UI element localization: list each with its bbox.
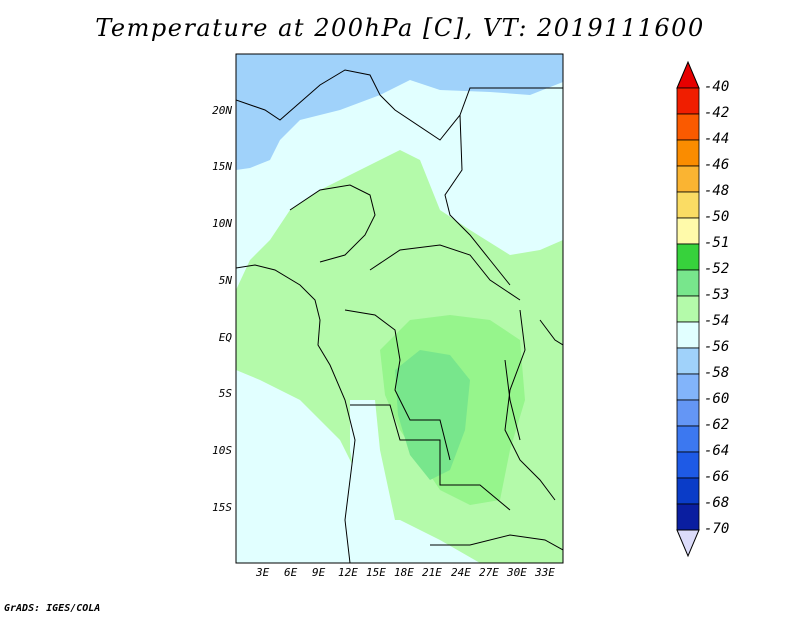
colorbar-label: -64: [704, 443, 730, 459]
colorbar-segment: [676, 191, 700, 219]
colorbar-segment: [676, 295, 700, 323]
colorbar-label: -60: [704, 391, 730, 407]
colorbar-label: -54: [704, 313, 730, 329]
border-drc-east: [504, 309, 556, 501]
lon-tick-label: 9E: [312, 566, 326, 579]
warmer-region-core: [395, 350, 470, 480]
border-lake-tanganyika: [504, 359, 521, 441]
border-angola: [350, 404, 511, 511]
colorbar-label: -48: [704, 183, 730, 199]
colorbar-segment: [676, 425, 700, 453]
border-chad-sudan: [444, 114, 511, 286]
colorbar-label: -42: [704, 105, 730, 121]
lon-tick-label: 12E: [338, 566, 358, 579]
colorbar-top-arrow: [676, 60, 700, 89]
lat-tick-label: 20N: [212, 104, 232, 117]
colorbar-segment: [676, 269, 700, 297]
cold-band-west: [236, 400, 350, 563]
colorbar-label: -62: [704, 417, 730, 433]
map-frame: [235, 53, 564, 564]
colorbar-segment: [676, 165, 700, 193]
grads-credit: GrADS: IGES/COLA: [4, 603, 101, 614]
lon-tick-label: 30E: [507, 566, 527, 579]
colorbar-segment: [676, 321, 700, 349]
border-car: [369, 244, 521, 301]
colorbar-label: -56: [704, 339, 730, 355]
colorbar-bottom-arrow: [676, 529, 700, 558]
colorbar-label: -70: [704, 521, 730, 537]
lat-tick-label: 15N: [212, 160, 232, 173]
colorbar-label: -44: [704, 131, 730, 147]
country-borders: [236, 69, 563, 563]
colorbar-label: -40: [704, 79, 730, 95]
colorbar-segment: [676, 477, 700, 505]
colorbar-segment: [676, 243, 700, 271]
colorbar-segment: [676, 399, 700, 427]
border-nigeria: [289, 184, 376, 263]
lat-tick-label: 15S: [212, 501, 232, 514]
lon-tick-label: 21E: [422, 566, 442, 579]
border-congo: [344, 309, 451, 461]
lat-tick-label: 5N: [218, 274, 232, 287]
colorbar-segment: [676, 87, 700, 115]
cold-strip-coast: [350, 400, 400, 563]
lon-tick-label: 27E: [479, 566, 499, 579]
colorbar-segment: [676, 373, 700, 401]
border-zambia: [430, 534, 563, 551]
cold-region-north: [236, 54, 563, 170]
lon-tick-label: 15E: [366, 566, 386, 579]
colorbar-segment: [676, 347, 700, 375]
colorbar-segment: [676, 113, 700, 141]
colorbar: [676, 60, 700, 558]
colorbar-segment: [676, 217, 700, 245]
colorbar-label: -53: [704, 287, 730, 303]
colorbar-segment: [676, 451, 700, 479]
colorbar-label: -66: [704, 469, 730, 485]
border-north-1: [236, 69, 563, 141]
lon-tick-label: 24E: [451, 566, 471, 579]
colorbar-label: -51: [704, 235, 730, 251]
colorbar-label: -68: [704, 495, 730, 511]
lat-tick-label: EQ: [218, 331, 232, 344]
lat-tick-label: 10N: [212, 217, 232, 230]
colorbar-label: -46: [704, 157, 730, 173]
coastline-west: [236, 264, 356, 563]
lon-tick-label: 6E: [284, 566, 298, 579]
temperature-field: [236, 54, 563, 563]
colorbar-label: -58: [704, 365, 730, 381]
colorbar-segment: [676, 503, 700, 531]
lat-tick-label: 5S: [218, 387, 232, 400]
colorbar-label: -50: [704, 209, 730, 225]
colorbar-label: -52: [704, 261, 730, 277]
lat-tick-label: 10S: [212, 444, 232, 457]
border-east: [539, 319, 563, 346]
lon-tick-label: 33E: [535, 566, 555, 579]
colorbar-segment: [676, 139, 700, 167]
lon-tick-label: 3E: [256, 566, 270, 579]
chart-title: Temperature at 200hPa [C], VT: 201911160…: [95, 14, 705, 42]
lon-tick-label: 18E: [394, 566, 414, 579]
